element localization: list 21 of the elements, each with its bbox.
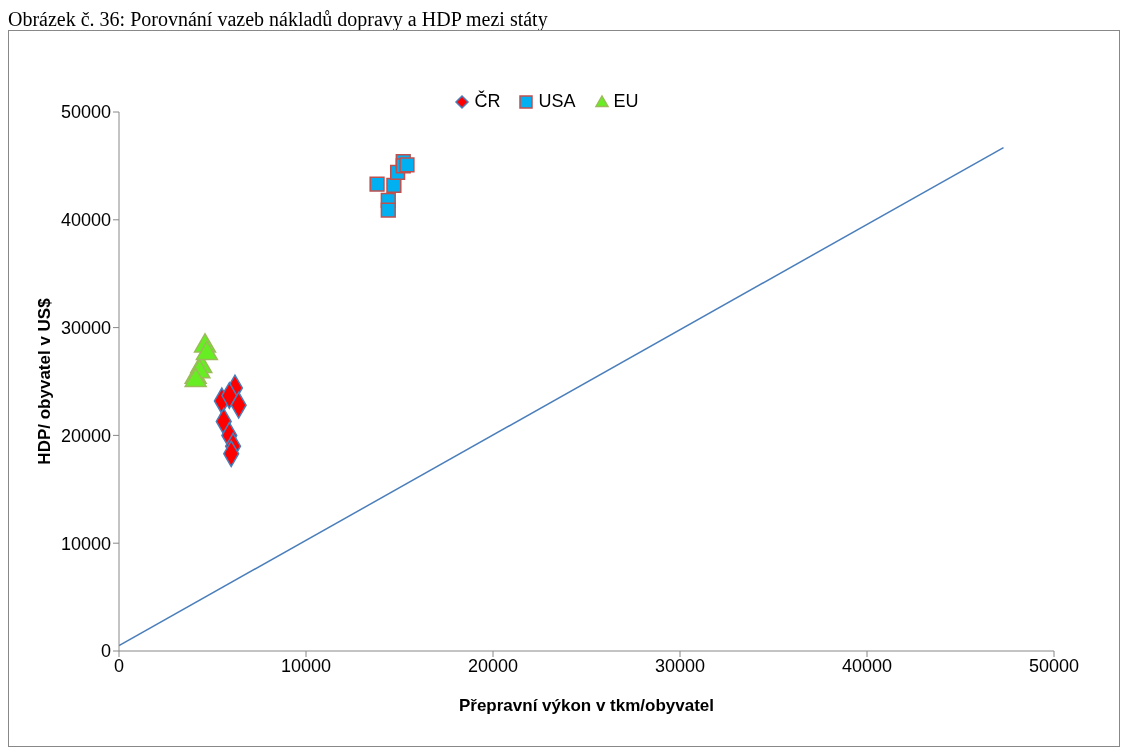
legend-label: ČR xyxy=(473,91,501,112)
x-tick-label: 10000 xyxy=(280,655,332,676)
point xyxy=(399,157,415,173)
y-tick-label: 0 xyxy=(100,641,111,662)
x-tick-label: 50000 xyxy=(1028,655,1080,676)
y-tick-label: 40000 xyxy=(60,210,111,231)
chart-title: Obrázek č. 36: Porovnání vazeb nákladů dopravy a HDP mezi státy xyxy=(8,8,549,30)
y-tick-label: 20000 xyxy=(60,425,111,446)
point xyxy=(380,202,396,218)
x-tick-label: 20000 xyxy=(467,655,519,676)
y-tick-label: 30000 xyxy=(60,317,111,338)
x-axis-title: Přepravní výkon v tkm/obyvatel xyxy=(458,696,715,715)
legend-label: EU xyxy=(612,91,639,112)
x-tick-label: 0 xyxy=(113,655,125,676)
y-tick-label: 10000 xyxy=(60,533,111,554)
x-tick-label: 30000 xyxy=(654,655,706,676)
legend-label: USA xyxy=(537,91,576,112)
y-axis-title: HDP/ obyvatel v US$ xyxy=(35,297,55,465)
x-tick-label: 40000 xyxy=(841,655,893,676)
point xyxy=(369,176,385,192)
y-tick-label: 50000 xyxy=(60,102,111,123)
